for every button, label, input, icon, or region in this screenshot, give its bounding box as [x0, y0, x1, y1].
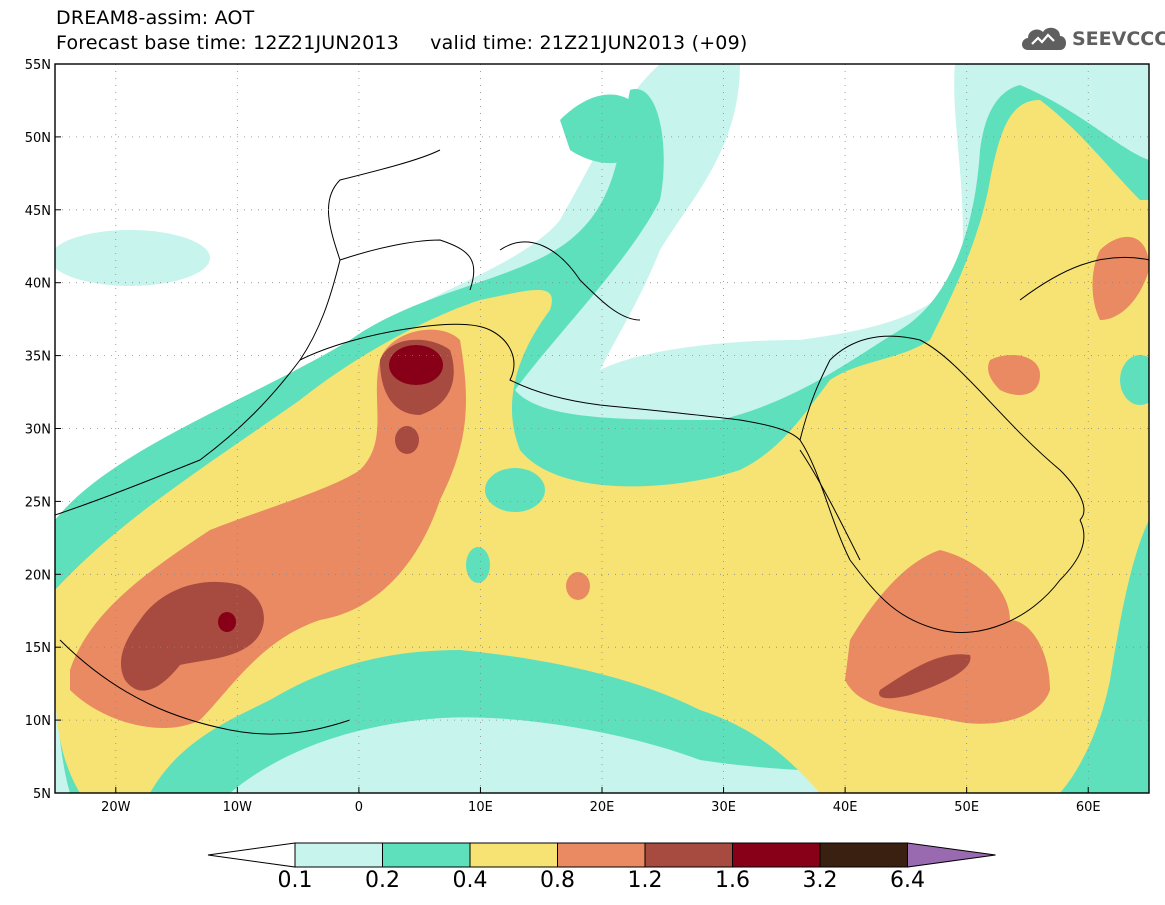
seevccc-logo: SEEVCCC [1018, 22, 1165, 54]
coastlines [55, 149, 1149, 735]
lat-tick-label: 55N [25, 58, 51, 73]
lon-tick-label: 10W [223, 800, 253, 815]
logo-text: SEEVCCC [1072, 28, 1165, 50]
colorbar-box [644, 842, 733, 868]
lon-tick-label: 20E [590, 800, 615, 815]
colorbar-box [294, 842, 383, 868]
lat-tick-label: 50N [25, 131, 51, 146]
lon-tick-label: 50E [954, 800, 979, 815]
colorbar-box [469, 842, 558, 868]
lat-tick-label: 20N [25, 568, 51, 583]
colorbar-label: 1.2 [627, 868, 663, 893]
colorbar-below-arrow [207, 842, 296, 868]
lat-tick-label: 30N [25, 423, 51, 438]
lat-tick-labels: 55N 50N 45N 40N 35N 30N 25N 20N 15N 10N 5N [25, 58, 61, 802]
lat-tick-label: 25N [25, 495, 51, 510]
lat-tick-label: 10N [25, 714, 51, 729]
map-subtitle: Forecast base time: 12Z21JUN2013 valid t… [56, 32, 748, 54]
lon-tick-label: 30E [711, 800, 736, 815]
colorbar-label: 0.8 [540, 868, 575, 893]
colorbar-label: 0.1 [277, 868, 313, 893]
colorbar-label: 1.6 [715, 868, 750, 893]
lon-tick-label: 20W [101, 800, 131, 815]
map-title: DREAM8-assim: AOT [56, 7, 255, 29]
colorbar-box [557, 842, 646, 868]
cloud-icon [1022, 27, 1066, 50]
lon-tick-label: 0 [355, 800, 363, 815]
grid-lines [55, 64, 1149, 793]
colorbar-label: 0.2 [365, 868, 400, 893]
lat-tick-label: 45N [25, 204, 51, 219]
lon-tick-labels: 20W 10W 0 10E 20E 30E 40E 50E 60E [101, 787, 1101, 815]
colorbar-label: 6.4 [890, 868, 925, 893]
lat-tick-label: 5N [33, 787, 51, 802]
lat-tick-label: 15N [25, 641, 51, 656]
lon-tick-label: 40E [833, 800, 858, 815]
colorbar-label: 0.4 [452, 868, 488, 893]
colorbar-box [819, 842, 908, 868]
colorbar-above-arrow [907, 842, 996, 868]
colorbar-label: 3.2 [802, 868, 838, 893]
colorbar-box [382, 842, 471, 868]
colorbar-box [732, 842, 821, 868]
lat-tick-label: 40N [25, 277, 51, 292]
lon-tick-label: 10E [468, 800, 493, 815]
lon-tick-label: 60E [1076, 800, 1101, 815]
lat-tick-label: 35N [25, 350, 51, 365]
